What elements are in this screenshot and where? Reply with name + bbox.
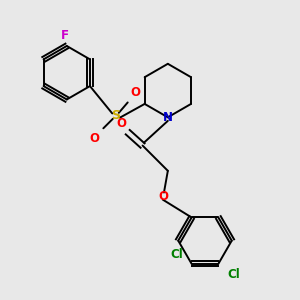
Text: O: O xyxy=(116,117,126,130)
Text: O: O xyxy=(158,190,168,202)
Text: Cl: Cl xyxy=(227,268,240,281)
Text: S: S xyxy=(111,109,120,122)
Text: O: O xyxy=(131,86,141,100)
Text: O: O xyxy=(89,132,100,145)
Text: N: N xyxy=(163,111,173,124)
Text: F: F xyxy=(61,28,69,41)
Text: Cl: Cl xyxy=(170,248,183,261)
